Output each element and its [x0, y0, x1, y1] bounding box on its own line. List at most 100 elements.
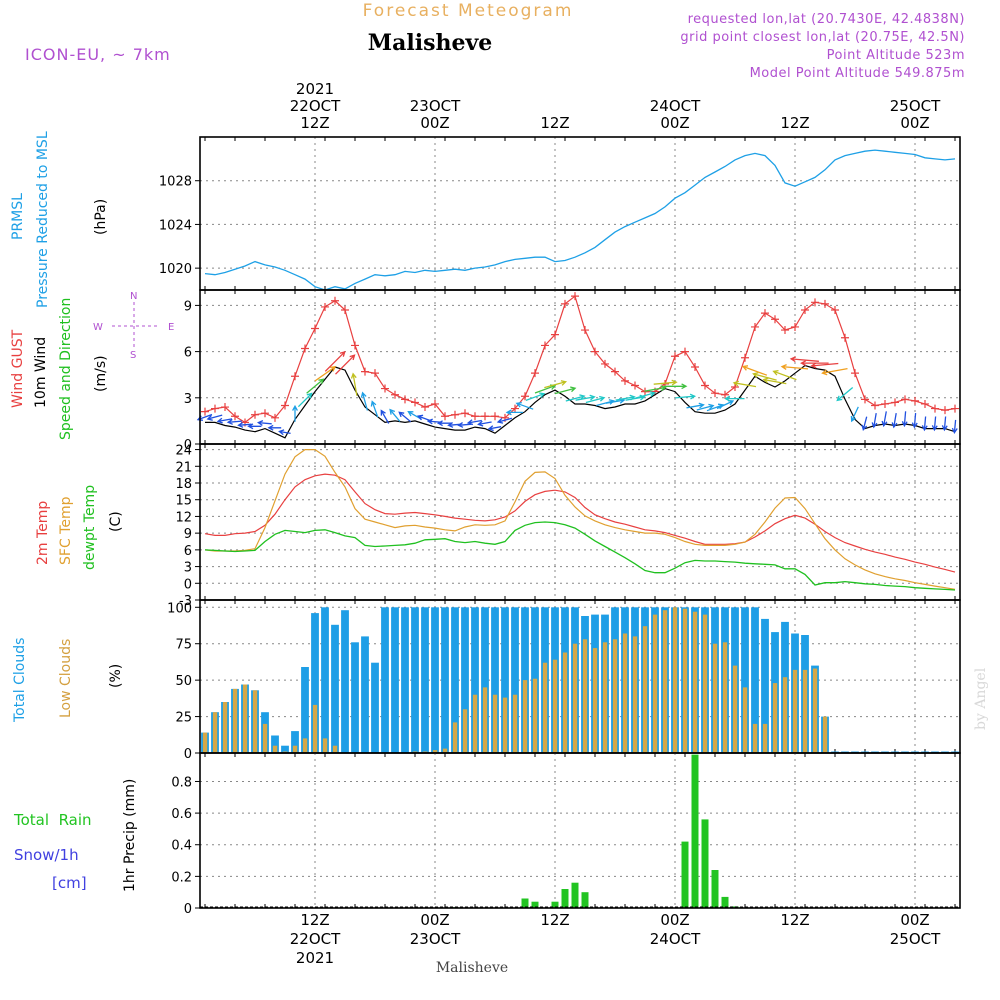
dewpoint-line	[204, 521, 956, 591]
wind-arrow	[575, 394, 596, 401]
top-time-label: 12Z	[540, 114, 569, 132]
gust-marker	[531, 369, 539, 378]
top-time-label: 2021	[296, 80, 334, 98]
wind-arrow	[247, 423, 262, 430]
clouds-unit: (%)	[108, 664, 124, 688]
low-cloud-bar	[262, 723, 268, 753]
gust-marker	[281, 401, 289, 410]
wind-speed-label: Speed and Direction	[58, 298, 74, 440]
y-tick-label: 1024	[159, 218, 192, 233]
total-cloud-bar	[761, 618, 769, 753]
low-cloud-bar	[302, 738, 308, 753]
gust-marker	[291, 372, 299, 381]
y-tick-label: 100	[167, 601, 192, 616]
gust-marker	[901, 395, 909, 404]
y-tick-label: 0	[184, 747, 192, 762]
total-cloud-bar	[311, 613, 319, 753]
total-cloud-bar	[291, 731, 299, 753]
total-cloud-bar	[391, 607, 399, 753]
low-cloud-bar	[662, 610, 668, 753]
requested-point: requested lon,lat (20.7430E, 42.4838N)	[688, 12, 965, 27]
low-cloud-bar	[652, 614, 658, 753]
low-cloud-bar	[252, 690, 258, 753]
low-cloud-bar	[492, 694, 498, 753]
wind-arrow	[360, 391, 369, 411]
wind-arrow	[398, 411, 412, 423]
bottom-time-label: 00Z	[660, 911, 689, 929]
compass-w: W	[93, 322, 103, 333]
wind-arrow	[457, 422, 472, 428]
wind-arrow	[951, 419, 958, 435]
wind-unit: (m/s)	[93, 355, 109, 392]
gust-marker	[341, 306, 349, 315]
gust-marker	[321, 302, 329, 311]
y-tick-label: 3	[184, 561, 192, 576]
gust-marker	[411, 398, 419, 407]
low-cloud-bar	[442, 748, 448, 753]
snow-unit-label: [cm]	[52, 874, 87, 892]
low-cloud-bar	[562, 652, 568, 753]
low-cloud-bar	[472, 694, 478, 753]
gust-marker	[521, 392, 529, 401]
rain-bar	[701, 819, 709, 908]
gust-marker	[601, 359, 609, 368]
pressure-labels: PRMSL Pressure Reduced to MSL (hPa)	[10, 131, 109, 308]
wind-arrow	[780, 364, 809, 370]
low-cloud-bar	[732, 665, 738, 753]
gust-marker	[361, 367, 369, 376]
wind-arrow	[881, 411, 888, 428]
top-time-label: 12Z	[780, 114, 809, 132]
gust-marker	[331, 296, 339, 305]
compass-n: N	[130, 291, 137, 302]
bottom-time-label: 12Z	[300, 911, 329, 929]
wind-arrow	[324, 350, 346, 372]
gust-marker	[371, 369, 379, 378]
gust-marker	[471, 412, 479, 421]
wind-arrow	[653, 379, 678, 386]
y-tick-label: 0	[184, 438, 192, 453]
rain-bar	[711, 870, 719, 908]
low-cloud-bar	[592, 648, 598, 753]
low-cloud-bar	[312, 704, 318, 753]
pressure-label-1: PRMSL	[10, 193, 26, 240]
y-tick-label: 15	[175, 494, 192, 509]
gust-marker	[811, 298, 819, 307]
low-cloud-bar	[552, 659, 558, 753]
y-tick-label: 9	[184, 299, 192, 314]
gust-marker	[941, 406, 949, 415]
low-cloud-bar	[522, 680, 528, 753]
gust-line	[204, 295, 956, 424]
gust-marker	[221, 403, 229, 412]
total-cloud-bar	[461, 607, 469, 753]
wind-arrow	[226, 418, 242, 425]
low-cloud-bar	[672, 607, 678, 753]
total-cloud-bar	[741, 607, 749, 753]
wind-arrow	[370, 400, 379, 418]
wind-arrow	[675, 393, 697, 400]
low-cloud-bar	[602, 642, 608, 753]
wind-arrow	[585, 395, 606, 404]
bottom-time-label: 00Z	[420, 911, 449, 929]
wind-arrow	[267, 424, 282, 431]
rain-bar	[521, 898, 529, 908]
low-cloud-bar	[322, 738, 328, 753]
low-cloud-bar	[752, 723, 758, 753]
gust-marker	[551, 330, 559, 339]
low-cloud-bar	[462, 709, 468, 753]
y-tick-label: 18	[175, 477, 192, 492]
wind-arrow	[216, 417, 233, 424]
y-tick-label: 0.2	[171, 870, 192, 885]
total-cloud-bar	[411, 607, 419, 753]
y-tick-label: 0.8	[171, 775, 192, 790]
wind-arrow	[911, 413, 918, 429]
gust-marker	[611, 367, 619, 376]
top-time-label: 22OCT	[290, 97, 341, 115]
temp-2m-line	[204, 473, 956, 573]
wind-arrow	[752, 372, 777, 381]
wind-arrow	[741, 365, 768, 376]
wind-arrow	[466, 419, 482, 426]
wind-arrow	[565, 394, 586, 402]
wind-arrow	[350, 372, 358, 396]
